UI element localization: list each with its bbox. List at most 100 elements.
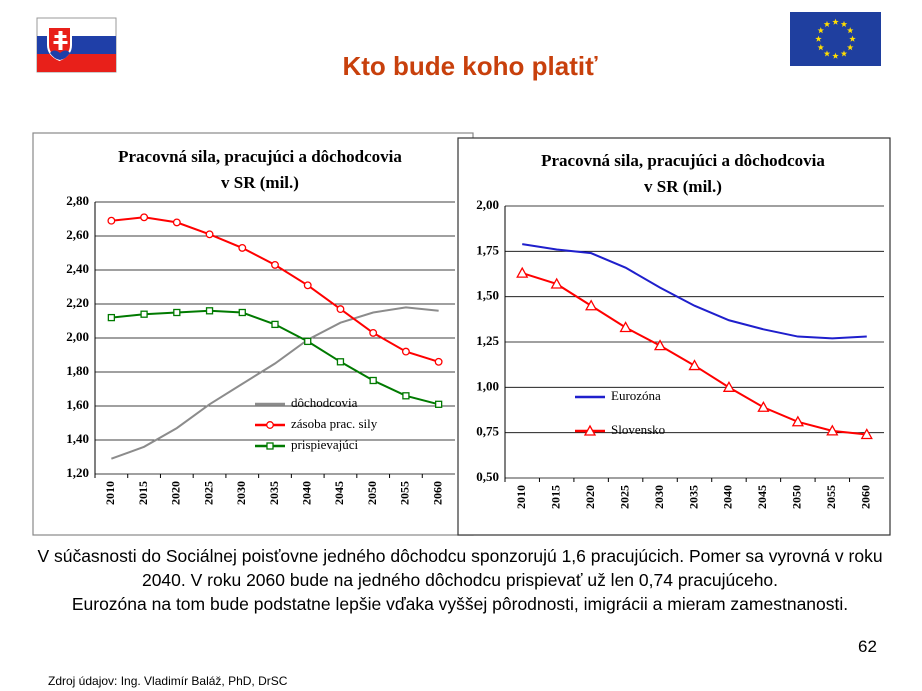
- y-tick-label: 1,60: [66, 397, 89, 412]
- body-text: V súčasnosti do Sociálnej poisťovne jedn…: [35, 544, 885, 616]
- eu-flag: [790, 12, 881, 66]
- x-tick-label: 2050: [365, 481, 379, 505]
- eu-star: [846, 44, 854, 51]
- point: [205, 230, 214, 239]
- point: [585, 299, 598, 311]
- chart-title: v SR (mil.): [221, 173, 299, 192]
- slide-title: Kto bude koho platiť: [342, 51, 598, 81]
- legend-label: zásoba prac. sily: [291, 416, 378, 431]
- eu-star: [832, 18, 839, 25]
- series-line: [111, 306, 439, 460]
- x-tick-label: 2025: [201, 481, 215, 505]
- point: [140, 310, 148, 318]
- chart-title: Pracovná sila, pracujúci a dôchodcovia: [541, 151, 825, 170]
- y-tick-label: 2,00: [476, 197, 499, 212]
- y-tick-label: 0,50: [476, 469, 499, 484]
- x-tick-label: 2060: [859, 485, 873, 509]
- series-line: [522, 243, 867, 340]
- point: [757, 400, 770, 412]
- x-tick-label: 2020: [583, 485, 597, 509]
- point: [791, 415, 804, 427]
- x-tick-label: 2010: [514, 485, 528, 509]
- point: [303, 281, 312, 290]
- point: [238, 243, 247, 252]
- y-tick-label: 2,60: [66, 227, 89, 242]
- legend-marker: [266, 421, 274, 429]
- legend-marker: [583, 424, 597, 436]
- legend-label: Slovensko: [611, 422, 665, 437]
- slovak-flag: [36, 17, 117, 73]
- point: [238, 308, 246, 317]
- x-tick-label: 2060: [430, 481, 444, 505]
- y-tick-label: 2,80: [66, 193, 89, 208]
- x-tick-label: 2010: [103, 481, 117, 505]
- y-tick-label: 2,40: [66, 261, 89, 276]
- x-tick-label: 2040: [721, 485, 735, 509]
- eu-star: [840, 50, 848, 57]
- legend-label: Eurozóna: [611, 388, 661, 403]
- x-tick-label: 2055: [398, 481, 412, 505]
- paragraph: Eurozóna na tom bude podstatne lepšie vď…: [71, 594, 849, 614]
- y-tick-label: 0,75: [476, 424, 499, 439]
- point: [172, 218, 181, 227]
- point: [434, 400, 443, 408]
- y-tick-label: 1,75: [476, 242, 499, 257]
- eu-star: [823, 20, 831, 28]
- point: [107, 313, 116, 322]
- point: [826, 424, 839, 436]
- eu-star: [849, 35, 856, 42]
- legend-label: prispievajúci: [291, 437, 359, 452]
- y-tick-label: 1,80: [66, 363, 89, 378]
- y-tick-label: 1,50: [476, 288, 499, 303]
- point: [516, 266, 529, 278]
- x-tick-label: 2035: [686, 485, 700, 509]
- eu-star: [823, 50, 831, 57]
- point: [688, 359, 701, 371]
- x-tick-label: 2015: [136, 481, 150, 505]
- chart-frame: [457, 137, 891, 536]
- point: [722, 380, 736, 392]
- x-tick-label: 2035: [267, 481, 281, 505]
- point: [619, 321, 632, 333]
- chart-frame: [32, 132, 474, 536]
- x-tick-label: 2040: [299, 481, 313, 505]
- eu-star: [846, 27, 854, 34]
- point: [369, 376, 377, 385]
- x-tick-label: 2030: [652, 485, 666, 509]
- y-tick-label: 2,00: [66, 329, 89, 344]
- point: [369, 328, 378, 337]
- chart-title: v SR (mil.): [644, 177, 722, 196]
- point: [304, 337, 312, 346]
- source: Zdroj údajov: Ing. Vladimír Baláž, PhD, …: [48, 674, 288, 688]
- eu-star: [817, 27, 825, 34]
- y-tick-label: 1,20: [66, 465, 89, 480]
- chart-title: Pracovná sila, pracujúci a dôchodcovia: [118, 147, 402, 166]
- point: [205, 307, 214, 315]
- x-tick-label: 2050: [790, 485, 804, 509]
- eu-star: [817, 44, 825, 51]
- point: [550, 277, 563, 289]
- x-tick-label: 2045: [755, 485, 769, 509]
- point: [402, 392, 410, 400]
- paragraph: V súčasnosti do Sociálnej poisťovne jedn…: [37, 546, 883, 590]
- x-tick-label: 2030: [234, 481, 248, 505]
- point: [336, 358, 345, 366]
- point: [140, 213, 149, 222]
- legend-marker: [266, 442, 274, 450]
- eu-star: [832, 52, 839, 59]
- page-number: 62: [858, 637, 877, 656]
- point: [653, 339, 667, 351]
- legend-label: dôchodcovia: [291, 395, 358, 410]
- x-tick-label: 2025: [617, 485, 631, 509]
- point: [271, 320, 279, 329]
- y-tick-label: 1,40: [66, 431, 89, 446]
- x-tick-label: 2055: [824, 485, 838, 509]
- point: [860, 428, 873, 440]
- x-tick-label: 2045: [332, 481, 346, 505]
- point: [336, 305, 345, 314]
- y-tick-label: 1,00: [476, 378, 499, 393]
- y-tick-label: 2,20: [66, 295, 89, 310]
- x-tick-label: 2020: [169, 481, 183, 505]
